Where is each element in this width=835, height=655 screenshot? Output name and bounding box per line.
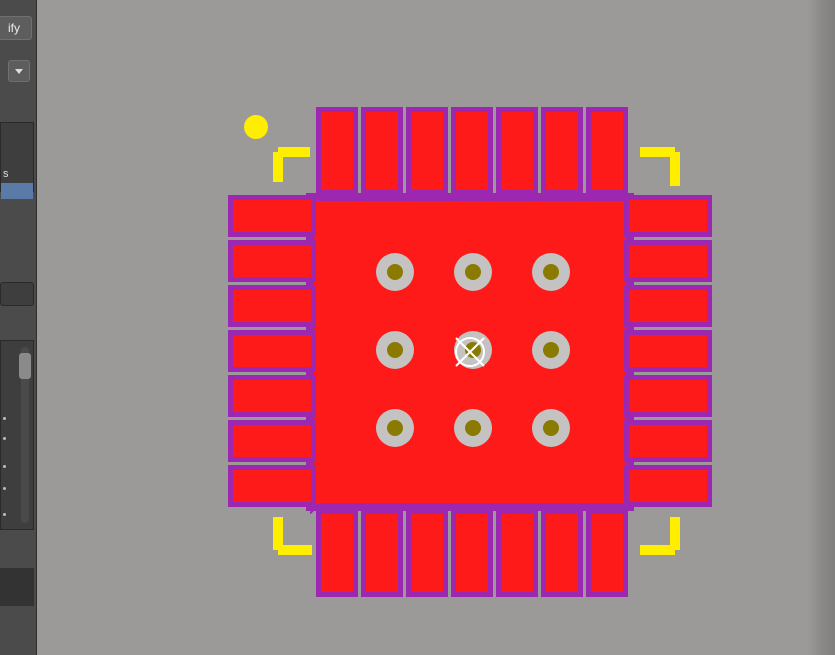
input-field-partial[interactable] [0,282,34,306]
tick [3,513,6,516]
list-row-selected[interactable] [1,183,33,199]
modify-button-label: ify [8,21,20,35]
tick [3,487,6,490]
app-root: ify s [0,0,835,655]
list-row[interactable]: s [1,167,33,183]
tick [3,437,6,440]
scrollbar-thumb[interactable] [19,353,31,379]
chevron-down-icon [15,69,23,74]
tick [3,465,6,468]
properties-box [0,340,34,530]
pcb-canvas[interactable] [37,0,835,655]
layers-list[interactable]: s [0,122,34,192]
left-panel: ify s [0,0,37,655]
dropdown-button[interactable] [8,60,30,82]
tick [3,417,6,420]
modify-button-partial[interactable]: ify [0,16,32,40]
footprint-svg [37,0,835,655]
panel-footer [0,568,34,606]
list-row-label: s [3,168,9,180]
